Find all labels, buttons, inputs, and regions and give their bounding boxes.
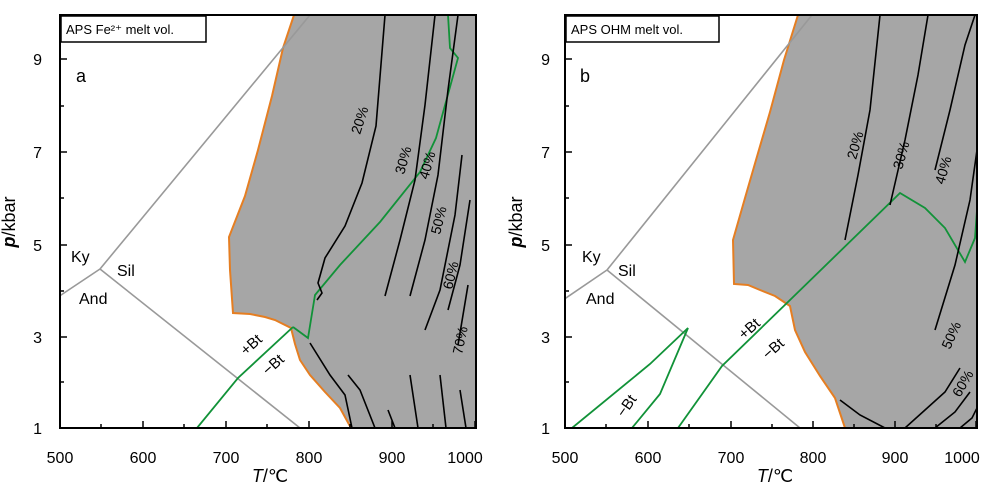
title-box-b bbox=[565, 15, 720, 43]
kyanite-sillimanite-line-a bbox=[99, 15, 311, 270]
x-tick-label: 600 bbox=[635, 450, 662, 467]
contour-label-b: 30% bbox=[890, 139, 913, 170]
x-tick-label: 900 bbox=[882, 450, 909, 467]
andalusite-sillimanite-line-a bbox=[99, 268, 301, 428]
plot-frame-b bbox=[564, 14, 978, 429]
contour-label-b: 20% bbox=[844, 129, 867, 160]
plot-frame-a bbox=[59, 14, 477, 429]
y-axis-title-b: p/kbar bbox=[506, 196, 526, 248]
phase-label-sillimanite-a: Sil bbox=[117, 263, 135, 280]
melt-contours-a bbox=[309, 15, 471, 428]
ticks-b bbox=[564, 58, 977, 429]
contour-20-lower-b bbox=[839, 399, 886, 428]
contour-label-b: 40% bbox=[932, 154, 955, 185]
contour-50-b bbox=[934, 149, 977, 331]
panel-letter-b: b bbox=[580, 66, 590, 86]
contour-30-a bbox=[384, 15, 436, 297]
contour-50-a bbox=[424, 154, 463, 331]
contour-20-b bbox=[844, 15, 881, 241]
chart-title-a: APS Fe²⁺ melt vol. bbox=[66, 22, 174, 37]
phase-label-andalusite-b: And bbox=[586, 291, 614, 308]
andalusite-sillimanite-line-b bbox=[606, 269, 801, 428]
biotite-in-label-b: +Bt bbox=[735, 314, 764, 343]
y-axis-title-a: p/kbar bbox=[0, 196, 19, 248]
biotite-line-lower-left-b bbox=[571, 327, 689, 428]
biotite-out-line-upper-a bbox=[292, 15, 459, 340]
phase-label-sillimanite-b: Sil bbox=[618, 263, 636, 280]
contour-40-b bbox=[934, 15, 976, 171]
contour-50-lower-a bbox=[409, 374, 419, 428]
x-tick-label: 500 bbox=[552, 450, 579, 467]
contour-label-a: 30% bbox=[392, 144, 415, 175]
y-tick-label: 1 bbox=[541, 421, 550, 438]
biotite-out-label-b-lower: −Bt bbox=[613, 391, 641, 420]
contour-70-a bbox=[457, 284, 469, 346]
melt-field-a bbox=[229, 15, 476, 428]
contour-70-lower-a bbox=[459, 389, 467, 428]
contour-80-b bbox=[959, 407, 977, 428]
x-tick-label: 1000 bbox=[447, 450, 483, 467]
y-tick-label: 9 bbox=[33, 52, 42, 69]
contour-60-b bbox=[904, 367, 961, 428]
y-tick-label: 7 bbox=[541, 145, 550, 162]
x-axis-title-b: T/℃ bbox=[757, 466, 793, 485]
biotite-line-main-b bbox=[677, 191, 977, 428]
contour-label-a: 70% bbox=[449, 325, 470, 356]
solidus-line-a bbox=[227, 15, 352, 428]
phase-label-kyanite-b: Ky bbox=[582, 249, 601, 266]
contour-30-b bbox=[889, 15, 929, 206]
x-tick-label: 800 bbox=[800, 450, 827, 467]
y-tick-label: 3 bbox=[541, 330, 550, 347]
contour-label-a: 40% bbox=[416, 149, 439, 180]
chart-title-b: APS OHM melt vol. bbox=[571, 22, 683, 37]
title-box-a bbox=[60, 15, 207, 43]
y-tick-label: 5 bbox=[541, 238, 550, 255]
x-tick-label: 500 bbox=[47, 450, 74, 467]
panel-letter-a: a bbox=[76, 66, 87, 86]
panel-a: 500 600 700 800 900 1000 1 3 5 7 9 T/℃ p… bbox=[0, 14, 483, 485]
contour-60-a bbox=[447, 199, 471, 311]
contour-40-a bbox=[409, 15, 459, 297]
ticks-a bbox=[59, 58, 476, 429]
y-tick-label: 3 bbox=[33, 330, 42, 347]
contour-60-lower-a bbox=[439, 374, 447, 428]
contour-label-a: 50% bbox=[427, 205, 449, 236]
contour-40-lower-a bbox=[387, 409, 396, 428]
x-tick-label: 700 bbox=[213, 450, 240, 467]
x-tick-label: 600 bbox=[130, 450, 157, 467]
x-tick-label: 800 bbox=[296, 450, 323, 467]
andalusite-kyanite-line-a bbox=[60, 268, 101, 297]
melt-field-b bbox=[733, 15, 977, 428]
solidus-line-b bbox=[731, 15, 846, 428]
contour-label-a: 60% bbox=[439, 260, 461, 291]
y-tick-label: 5 bbox=[33, 238, 42, 255]
melt-contours-b bbox=[839, 15, 977, 428]
phase-label-kyanite-a: Ky bbox=[71, 249, 90, 266]
andalusite-kyanite-line-b bbox=[565, 269, 608, 300]
y-tick-label: 9 bbox=[541, 52, 550, 69]
kyanite-sillimanite-line-b bbox=[606, 15, 813, 271]
x-axis-title-a: T/℃ bbox=[252, 466, 288, 485]
panel-b: 500 600 700 800 900 1000 1 3 5 7 9 T/℃ p… bbox=[506, 14, 980, 485]
x-tick-label: 700 bbox=[718, 450, 745, 467]
contour-20-lower-a bbox=[309, 342, 353, 428]
contour-30-lower-a bbox=[347, 374, 376, 428]
x-tick-label: 900 bbox=[379, 450, 406, 467]
x-tick-label: 1000 bbox=[944, 450, 980, 467]
y-tick-label: 7 bbox=[33, 145, 42, 162]
y-tick-label: 1 bbox=[33, 421, 42, 438]
biotite-out-label-b: −Bt bbox=[759, 334, 788, 363]
phase-label-andalusite-a: And bbox=[79, 291, 107, 308]
biotite-out-line-lower-a bbox=[196, 326, 294, 428]
contour-70-b bbox=[934, 391, 971, 428]
contour-20-a bbox=[316, 15, 386, 301]
